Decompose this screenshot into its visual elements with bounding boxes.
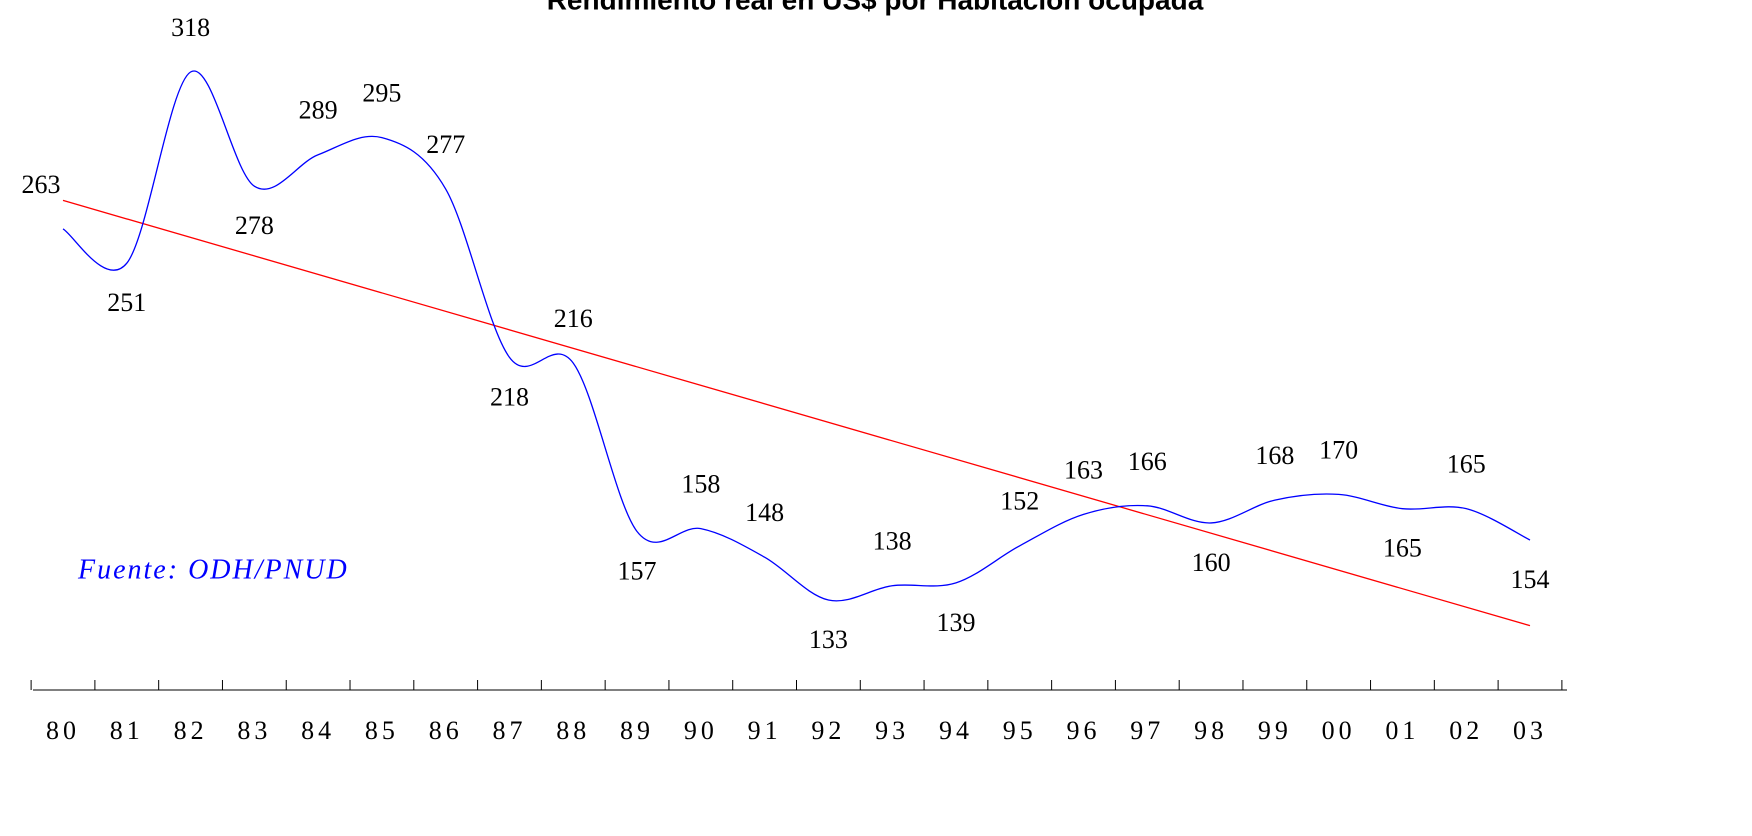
- data-label: 165: [1383, 534, 1422, 563]
- x-tick-label: 81: [110, 716, 144, 745]
- x-tick-label: 00: [1322, 716, 1356, 745]
- data-label: 170: [1319, 435, 1358, 464]
- data-label: 218: [490, 382, 529, 411]
- x-tick-label: 98: [1194, 716, 1228, 745]
- x-tick-label: 92: [811, 716, 845, 745]
- data-label: 277: [426, 130, 465, 159]
- x-tick-label: 99: [1258, 716, 1292, 745]
- data-label: 295: [362, 79, 401, 108]
- x-tick-label: 95: [1003, 716, 1037, 745]
- x-tick-label: 02: [1449, 716, 1483, 745]
- data-label: 166: [1128, 447, 1167, 476]
- data-label: 289: [299, 96, 338, 125]
- data-label: 139: [936, 608, 975, 637]
- data-label: 165: [1447, 450, 1486, 479]
- data-label: 251: [107, 288, 146, 317]
- x-tick-label: 86: [429, 716, 463, 745]
- data-label: 160: [1192, 548, 1231, 577]
- x-tick-label: 88: [556, 716, 590, 745]
- data-label: 148: [745, 498, 784, 527]
- x-tick-label: 94: [939, 716, 973, 745]
- x-tick-label: 96: [1067, 716, 1101, 745]
- data-label: 318: [171, 13, 210, 42]
- data-label: 138: [873, 527, 912, 556]
- data-label: 152: [1000, 487, 1039, 516]
- x-tick-label: 83: [237, 716, 271, 745]
- data-label: 157: [618, 556, 657, 585]
- data-label: 163: [1064, 455, 1103, 484]
- x-tick-label: 87: [492, 716, 526, 745]
- data-label: 133: [809, 625, 848, 654]
- x-tick-label: 84: [301, 716, 335, 745]
- chart-title: Rendimiento real en US$ por Habitación o…: [547, 0, 1204, 15]
- x-tick-label: 03: [1513, 716, 1547, 745]
- x-tick-label: 93: [875, 716, 909, 745]
- x-tick-label: 01: [1385, 716, 1419, 745]
- data-label: 263: [22, 170, 61, 199]
- data-label: 216: [554, 304, 593, 333]
- series-line: [62, 70, 1531, 602]
- x-tick-label: 80: [46, 716, 80, 745]
- x-tick-label: 91: [748, 716, 782, 745]
- x-tick-label: 82: [174, 716, 208, 745]
- data-label: 154: [1511, 565, 1550, 594]
- trend-line: [62, 199, 1531, 627]
- x-tick-label: 90: [684, 716, 718, 745]
- source-note: Fuente: ODH/PNUD: [77, 554, 349, 585]
- data-label: 158: [681, 470, 720, 499]
- data-label: 168: [1255, 441, 1294, 470]
- x-tick-label: 97: [1130, 716, 1164, 745]
- x-tick-label: 85: [365, 716, 399, 745]
- data-label: 278: [235, 211, 274, 240]
- x-tick-label: 89: [620, 716, 654, 745]
